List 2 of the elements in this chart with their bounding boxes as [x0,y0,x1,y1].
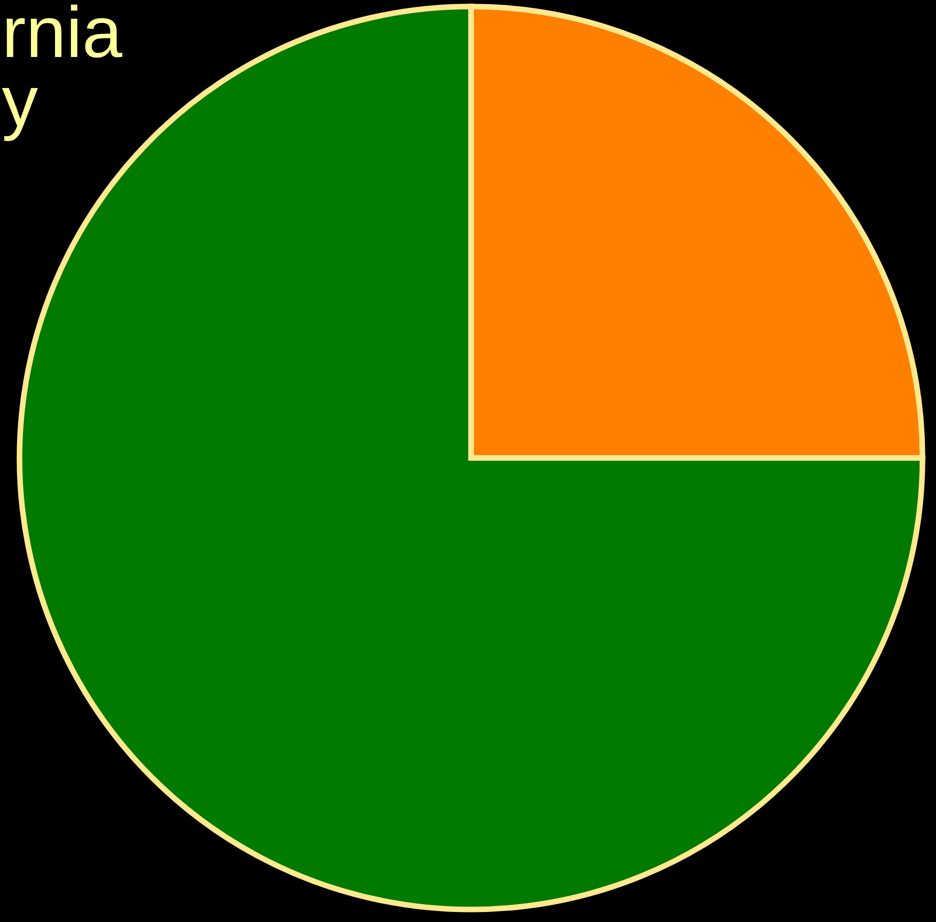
text: y [2,88,38,142]
text: rnia [6,4,122,58]
